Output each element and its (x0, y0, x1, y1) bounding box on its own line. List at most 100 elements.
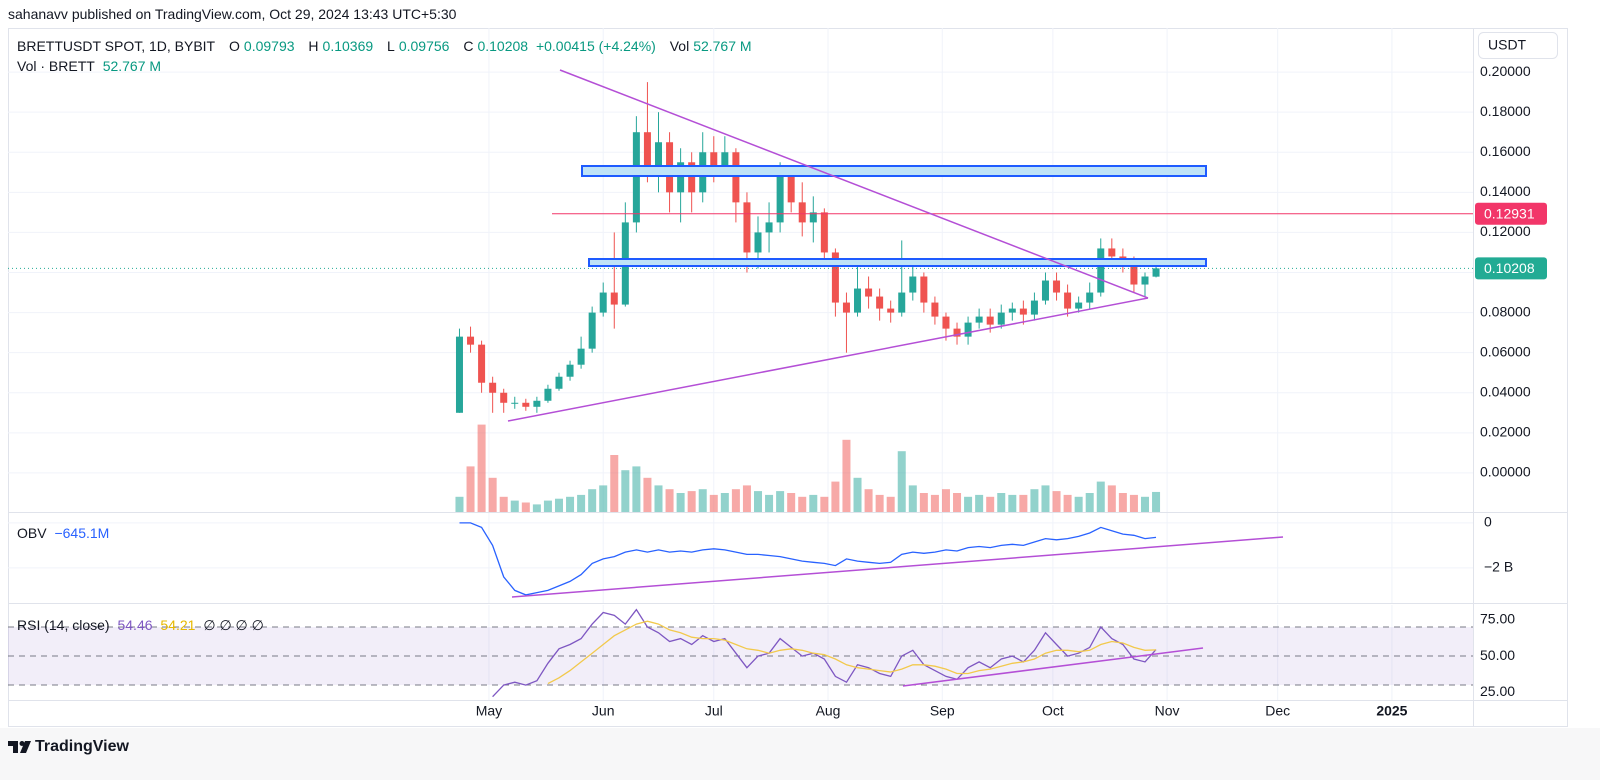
rsi-extra: ∅ ∅ ∅ ∅ (203, 617, 264, 633)
candle-body (732, 152, 740, 203)
volume-bar (875, 494, 884, 512)
candle-body (1130, 260, 1138, 285)
volume-bar (577, 494, 586, 512)
candle-body (887, 308, 895, 313)
candle-body (511, 402, 519, 404)
volume-bar (864, 489, 873, 512)
volume-bar (842, 439, 851, 512)
rsi-title: RSI (14, close) (17, 617, 110, 633)
volume-bar (720, 493, 729, 512)
volume-bar (687, 491, 696, 512)
trendline-upper (559, 69, 1149, 299)
x-tick-label: Oct (1042, 703, 1064, 719)
volume-bar (997, 493, 1006, 512)
ohlc-key: H (308, 38, 319, 54)
volume-bar (543, 500, 552, 512)
currency-box[interactable] (1478, 32, 1558, 59)
candle-body (743, 202, 751, 253)
volume-bar (831, 481, 840, 512)
volume-bar (466, 466, 475, 512)
volume-bar (1129, 494, 1138, 512)
resistance-zone (581, 165, 1207, 177)
x-tick-label: Sep (930, 703, 955, 719)
open-value: 0.09793 (243, 38, 295, 54)
publisher-line: sahanavv published on TradingView.com, O… (8, 6, 457, 22)
candle-body (500, 392, 508, 403)
candle-body (555, 376, 563, 389)
candle-body (1030, 300, 1038, 315)
candle-body (776, 172, 784, 223)
volume-bar (1063, 494, 1072, 512)
volume-bar (532, 504, 541, 512)
candle-body (997, 312, 1005, 325)
volume-value: 52.767 M (693, 38, 752, 54)
volume-bar (1085, 493, 1094, 512)
candle-body (876, 296, 884, 309)
candle-body (953, 328, 961, 337)
candle-body (1141, 276, 1149, 285)
candle-body (1008, 308, 1016, 313)
candle-body (854, 288, 862, 313)
volume-bar (820, 496, 829, 512)
footer-bar (0, 728, 1600, 780)
candle-body (787, 172, 795, 203)
y-tick-label: 0 (1484, 514, 1492, 530)
obv-value: −645.1M (54, 525, 110, 541)
volume-bar (1008, 494, 1017, 512)
y-tick-label: 0.18000 (1480, 103, 1531, 119)
price-label: 0.10208 (1484, 260, 1535, 276)
volume-bar (765, 494, 774, 512)
y-tick-label: 0.00000 (1480, 464, 1531, 480)
y-tick-label: 0.02000 (1480, 424, 1531, 440)
candle-body (1019, 308, 1027, 315)
change-value: +0.00415 (+4.24%) (535, 38, 656, 54)
candle-body (632, 132, 640, 223)
volume-bar (754, 491, 763, 512)
candle-body (643, 132, 651, 173)
volume-bar (521, 502, 530, 512)
rsi-legend: RSI (14, close) 54.46 54.21 ∅ ∅ ∅ ∅ (17, 617, 268, 634)
series-line (459, 522, 1157, 596)
volume-bar (975, 494, 984, 512)
candle-body (820, 212, 828, 253)
volume-bar (676, 493, 685, 512)
y-tick-label: 50.00 (1480, 647, 1515, 663)
price-label-box (1475, 202, 1547, 225)
candle-body (865, 288, 873, 297)
candle-body (975, 316, 983, 323)
candle-body (710, 152, 718, 173)
volume-bar (897, 451, 906, 512)
candle-body (754, 232, 762, 253)
volume-legend-value: 52.767 M (102, 58, 162, 74)
candle-body (721, 152, 729, 173)
y-tick-label: 0.16000 (1480, 143, 1531, 159)
candle-body (842, 302, 850, 313)
volume-bar (698, 489, 707, 512)
volume-bar (941, 489, 950, 512)
series-line (492, 608, 1157, 698)
y-tick-label: 0.12000 (1480, 223, 1531, 239)
volume-bar (964, 496, 973, 512)
candle-body (920, 276, 928, 303)
volume-bar (930, 494, 939, 512)
volume-bar (731, 489, 740, 512)
candle-body (478, 344, 486, 383)
candle-body (986, 316, 994, 325)
volume-bar (1041, 485, 1050, 512)
volume-bar (809, 494, 818, 512)
volume-bar (953, 493, 962, 512)
rsi-value: 54.46 (117, 617, 153, 633)
volume-bar (919, 493, 928, 512)
volume-bar (1052, 491, 1061, 512)
volume-bar (566, 496, 575, 512)
volume-bar (1140, 496, 1149, 512)
volume-bar (455, 496, 464, 512)
volume-bar (986, 496, 995, 512)
candle-body (1152, 268, 1160, 277)
volume-bar (908, 485, 917, 512)
candle-body (577, 348, 585, 365)
obv-title: OBV (17, 525, 47, 541)
volume-bar (1074, 496, 1083, 512)
